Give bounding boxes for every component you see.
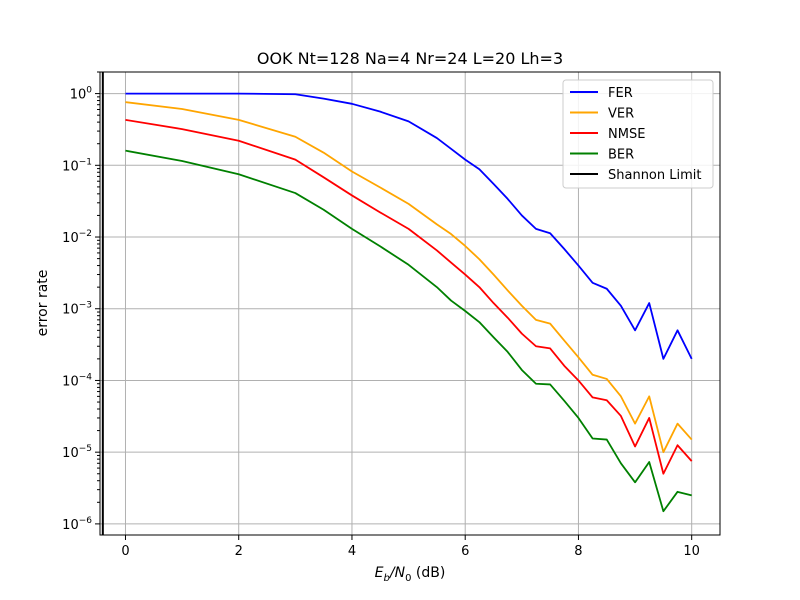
x-axis-label-n: /N <box>388 565 406 581</box>
y-tick-label: 10−5 <box>62 444 92 461</box>
x-axis-ticks: 0 2 4 6 8 10 <box>121 535 700 559</box>
x-tick-label: 8 <box>574 544 582 559</box>
x-tick-label: 6 <box>461 544 469 559</box>
series-line-fer <box>125 92 693 360</box>
y-tick-label: 10−6 <box>62 516 92 533</box>
series-line-nmse <box>125 118 693 475</box>
y-tick-label: 10−2 <box>62 229 92 246</box>
legend-label-fer: FER <box>608 86 633 101</box>
legend-box <box>562 79 714 189</box>
legend-label-ver: VER <box>608 107 634 122</box>
series-line-ver <box>125 101 693 454</box>
y-tick-label: 10−3 <box>62 301 92 318</box>
y-axis-label: error rate <box>35 270 51 337</box>
y-axis-ticks: 100 10−1 10−2 10−3 10−4 10−5 10−6 <box>62 71 100 533</box>
legend-label-nmse: NMSE <box>608 127 645 142</box>
x-tick-label: 0 <box>121 544 129 559</box>
x-tick-label: 4 <box>348 544 356 559</box>
y-tick-label: 10−1 <box>62 157 92 174</box>
x-axis-label: Eb/N0 (dB) <box>375 565 446 584</box>
x-axis-label-sub-0: 0 <box>405 573 411 584</box>
y-tick-label: 100 <box>70 86 93 103</box>
series-layer <box>101 72 693 535</box>
legend-label-shannon-limit: Shannon Limit <box>608 168 702 183</box>
legend: FER VER NMSE BER Shannon Limit <box>562 79 714 189</box>
x-axis-label-unit: (dB) <box>411 565 445 581</box>
x-axis-label-e: E <box>375 565 384 581</box>
plot-frame <box>99 71 721 536</box>
x-tick-label: 2 <box>235 544 243 559</box>
x-axis-label-sub-b: b <box>384 573 390 584</box>
series-line-ber <box>125 149 692 513</box>
chart-title: OOK Nt=128 Na=4 Nr=24 L=20 Lh=3 <box>257 49 563 68</box>
y-tick-label: 10−4 <box>62 372 92 389</box>
legend-label-ber: BER <box>608 148 634 163</box>
x-tick-label: 10 <box>683 544 700 559</box>
